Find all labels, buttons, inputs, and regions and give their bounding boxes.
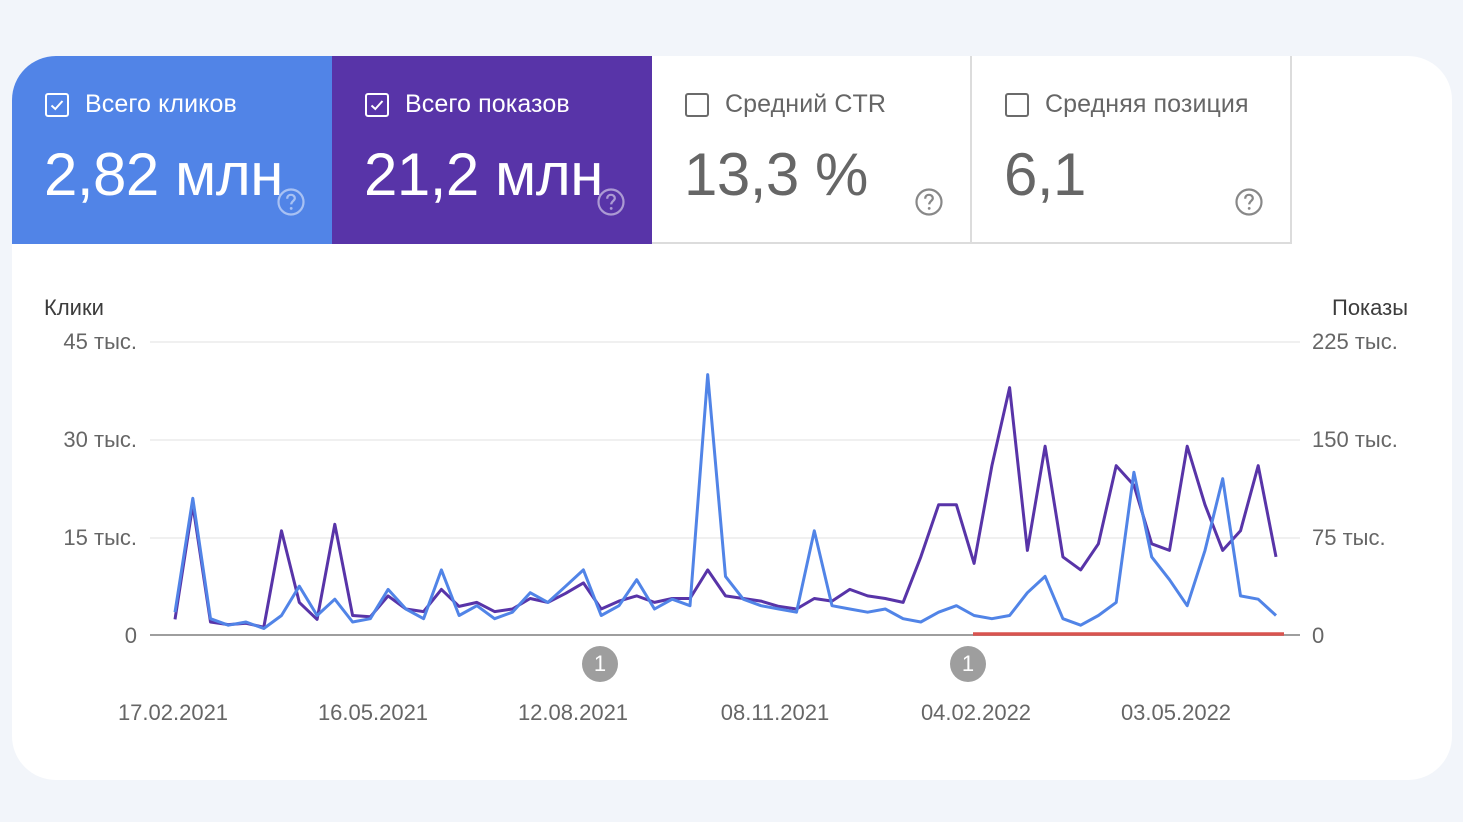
metric-label: Средний CTR xyxy=(725,90,887,118)
metric-label: Всего показов xyxy=(405,90,570,118)
checkbox-checked-icon[interactable] xyxy=(45,92,69,117)
help-icon[interactable] xyxy=(914,187,944,217)
checkbox-unchecked-icon[interactable] xyxy=(685,92,709,117)
help-icon[interactable] xyxy=(596,187,626,217)
checkbox-checked-icon[interactable] xyxy=(365,92,389,117)
annotation-marker[interactable]: 1 xyxy=(950,646,986,682)
help-icon[interactable] xyxy=(1234,187,1264,217)
help-icon[interactable] xyxy=(276,187,306,217)
metric-total-impressions[interactable]: Всего показов 21,2 млн xyxy=(332,56,652,244)
metric-value: 6,1 xyxy=(1004,141,1086,208)
metric-average-ctr[interactable]: Средний CTR 13,3 % xyxy=(652,56,972,244)
metric-label: Средняя позиция xyxy=(1045,90,1249,118)
metric-value: 2,82 млн xyxy=(44,141,283,208)
metric-value: 13,3 % xyxy=(684,141,868,208)
performance-card: Всего кликов 2,82 млн Всего показов 21,2… xyxy=(12,56,1452,780)
metric-total-clicks[interactable]: Всего кликов 2,82 млн xyxy=(12,56,332,244)
metric-value: 21,2 млн xyxy=(364,141,603,208)
metric-average-position[interactable]: Средняя позиция 6,1 xyxy=(972,56,1292,244)
annotation-marker[interactable]: 1 xyxy=(582,646,618,682)
metric-label: Всего кликов xyxy=(85,90,237,118)
checkbox-unchecked-icon[interactable] xyxy=(1005,92,1029,117)
metric-tabs: Всего кликов 2,82 млн Всего показов 21,2… xyxy=(12,56,1292,244)
